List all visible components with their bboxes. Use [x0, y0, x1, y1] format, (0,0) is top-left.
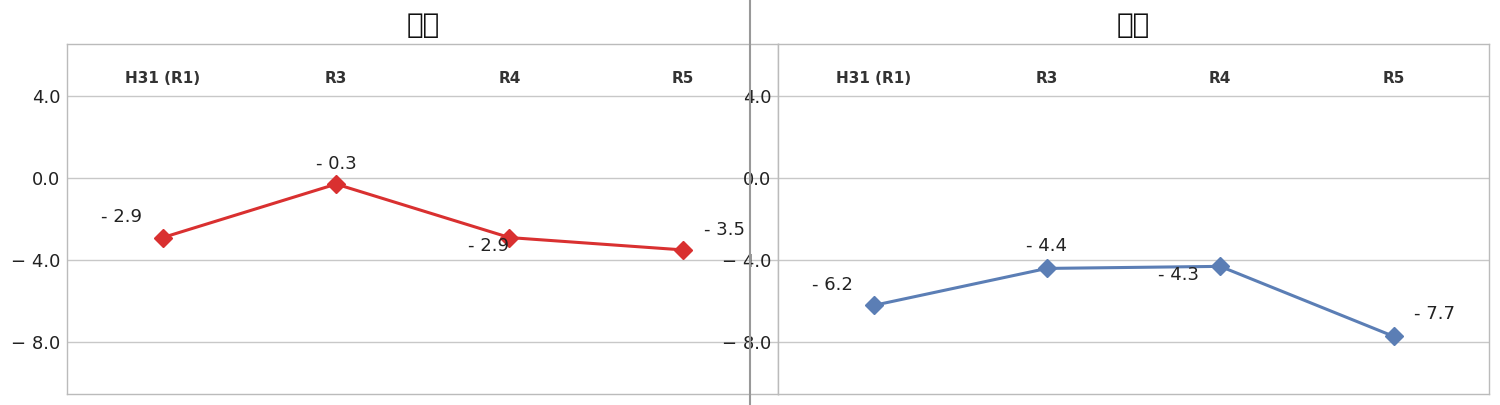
Text: R5: R5 — [672, 71, 694, 86]
Text: H31 (R1): H31 (R1) — [124, 71, 201, 86]
Text: R5: R5 — [1383, 71, 1404, 86]
Text: - 4.3: - 4.3 — [1158, 266, 1200, 284]
Text: - 4.4: - 4.4 — [1026, 237, 1068, 255]
Text: R3: R3 — [326, 71, 348, 86]
Text: R4: R4 — [1209, 71, 1231, 86]
Text: - 2.9: - 2.9 — [100, 208, 142, 226]
Text: - 6.2: - 6.2 — [812, 276, 852, 294]
Text: R3: R3 — [1035, 71, 1058, 86]
Text: R4: R4 — [498, 71, 520, 86]
Text: H31 (R1): H31 (R1) — [836, 71, 910, 86]
Text: - 3.5: - 3.5 — [704, 221, 744, 239]
Text: - 2.9: - 2.9 — [468, 237, 509, 255]
Title: 算数: 算数 — [1118, 11, 1150, 39]
Title: 国語: 国語 — [406, 11, 439, 39]
Text: - 0.3: - 0.3 — [315, 155, 357, 173]
Text: - 7.7: - 7.7 — [1414, 305, 1455, 323]
